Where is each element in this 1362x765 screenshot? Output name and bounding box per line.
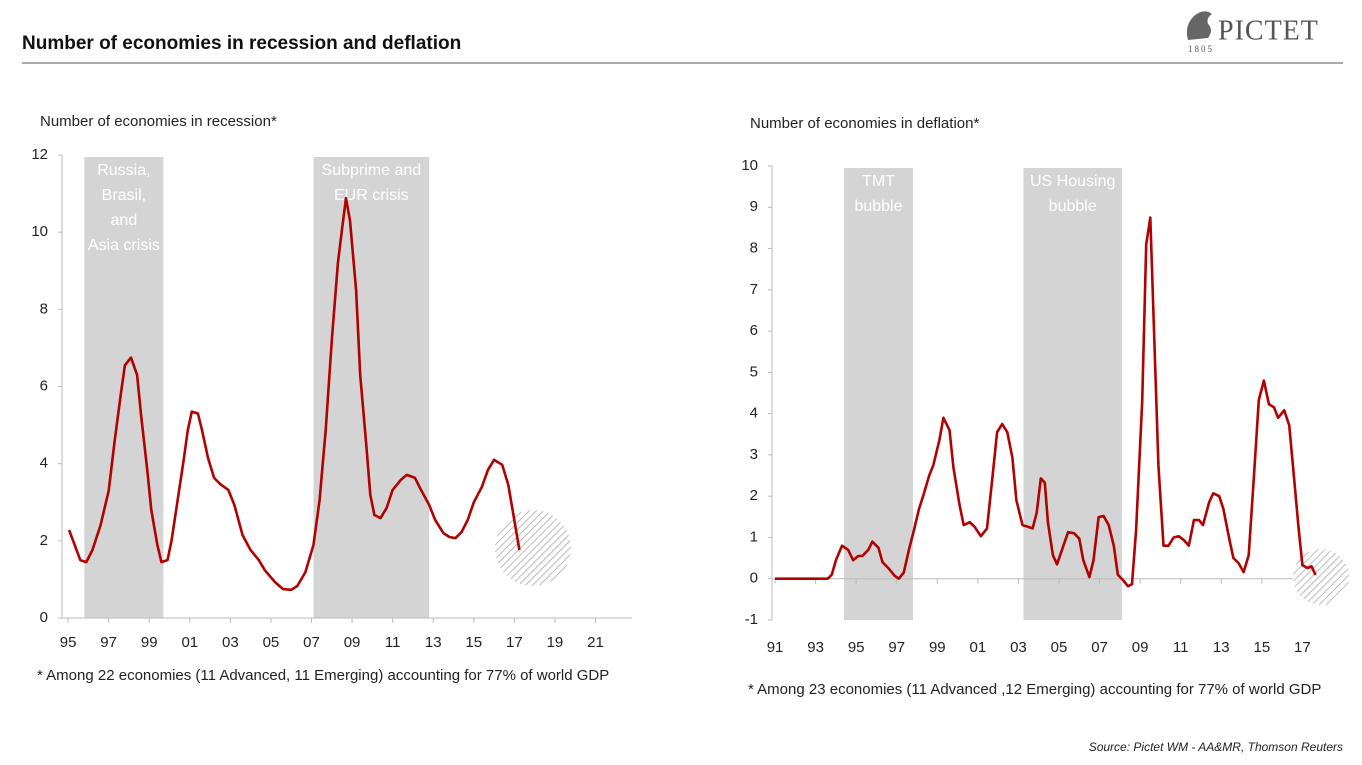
shaded-period	[313, 157, 430, 618]
y-tick-label: 5	[750, 363, 758, 380]
data-line	[67, 196, 521, 592]
x-tick-label: 93	[807, 639, 824, 656]
x-tick-label: 15	[1253, 639, 1270, 656]
x-tick-label: 21	[587, 634, 604, 651]
x-tick-label: 95	[848, 639, 865, 656]
period-label: TMT	[862, 173, 895, 190]
period-label: and	[111, 212, 138, 229]
slide-title: Number of economies in recession and def…	[22, 33, 461, 54]
shaded-period	[844, 168, 913, 620]
highlight-circle	[495, 510, 571, 586]
x-tick-label: 01	[970, 639, 987, 656]
x-tick-label: 09	[1132, 639, 1149, 656]
x-tick-label: 11	[1173, 639, 1189, 656]
y-tick-label: 10	[31, 223, 48, 240]
period-label: US Housing	[1030, 173, 1115, 190]
logo-text: PICTET	[1218, 15, 1319, 46]
y-tick-label: 8	[40, 300, 48, 317]
x-tick-label: 05	[1051, 639, 1068, 656]
x-tick-label: 05	[263, 634, 280, 651]
x-tick-label: 17	[506, 634, 523, 651]
y-tick-label: 8	[750, 240, 758, 257]
period-label: bubble	[1049, 198, 1097, 215]
footnote: * Among 22 economies (11 Advanced, 11 Em…	[37, 667, 609, 684]
y-axis-label: Number of economies in recession*	[40, 113, 277, 130]
footnote: * Among 23 economies (11 Advanced ,12 Em…	[748, 681, 1321, 698]
shaded-period	[1023, 168, 1122, 620]
x-tick-label: 01	[181, 634, 198, 651]
x-tick-label: 17	[1294, 639, 1311, 656]
shaded-period	[84, 157, 164, 618]
source: Source: Pictet WM - AA&MR, Thomson Reute…	[1089, 740, 1343, 754]
period-label: Subprime and	[322, 162, 422, 179]
data-line	[775, 216, 1317, 588]
period-label: EUR crisis	[334, 187, 409, 204]
y-tick-label: -1	[745, 611, 758, 628]
x-tick-label: 15	[465, 634, 482, 651]
y-tick-label: 0	[40, 609, 48, 626]
y-tick-label: 10	[741, 157, 758, 174]
x-tick-label: 03	[1010, 639, 1027, 656]
x-tick-label: 97	[100, 634, 117, 651]
x-tick-label: 13	[425, 634, 442, 651]
y-tick-label: 2	[750, 487, 758, 504]
y-tick-label: 7	[750, 281, 758, 298]
y-tick-label: 9	[750, 198, 758, 215]
y-tick-label: 2	[40, 532, 48, 549]
y-tick-label: 1	[750, 528, 758, 545]
x-tick-label: 91	[767, 639, 784, 656]
period-label: Russia,	[97, 162, 150, 179]
x-tick-label: 99	[141, 634, 158, 651]
y-axis-label: Number of economies in deflation*	[750, 115, 979, 132]
y-tick-label: 4	[750, 405, 758, 422]
y-tick-label: 6	[40, 377, 48, 394]
x-tick-label: 03	[222, 634, 239, 651]
x-tick-label: 13	[1213, 639, 1230, 656]
y-tick-label: 12	[31, 146, 48, 163]
x-tick-label: 99	[929, 639, 946, 656]
x-tick-label: 07	[303, 634, 320, 651]
x-tick-label: 97	[888, 639, 905, 656]
period-label: Brasil,	[102, 187, 146, 204]
x-tick-label: 19	[547, 634, 564, 651]
x-tick-label: 09	[344, 634, 361, 651]
logo-year: 1805	[1188, 44, 1214, 54]
y-tick-label: 0	[750, 570, 758, 587]
content: Number of economies in recession and def…	[22, 11, 1349, 754]
highlight-circle	[1293, 549, 1349, 605]
x-tick-label: 95	[60, 634, 77, 651]
y-tick-label: 6	[750, 322, 758, 339]
y-tick-label: 3	[750, 446, 758, 463]
x-tick-label: 07	[1091, 639, 1108, 656]
period-label: bubble	[854, 198, 902, 215]
period-label: Asia crisis	[88, 237, 160, 254]
y-tick-label: 4	[40, 455, 48, 472]
logo-icon	[1186, 11, 1212, 40]
x-tick-label: 11	[385, 634, 401, 651]
